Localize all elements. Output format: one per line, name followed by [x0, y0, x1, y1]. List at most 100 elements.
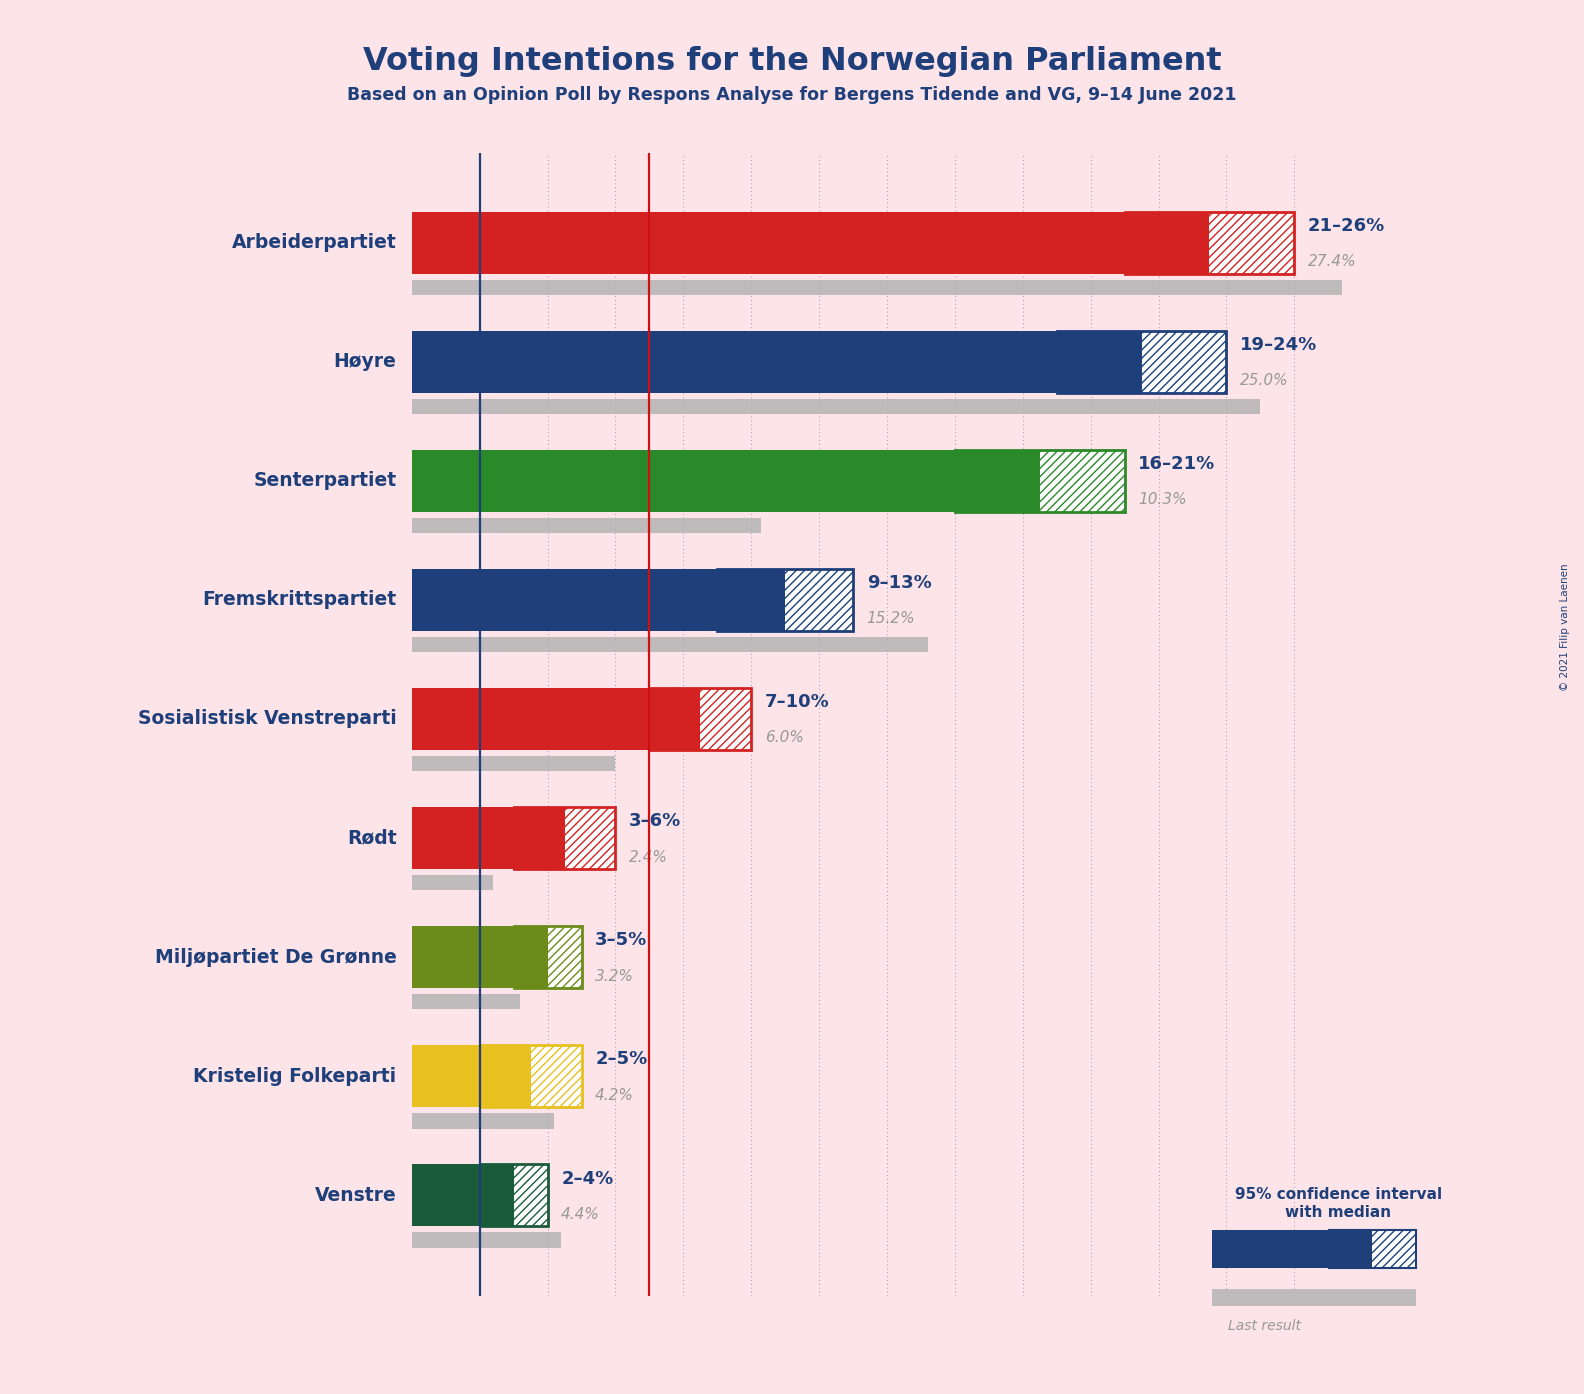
Bar: [412, 637, 928, 652]
Bar: [412, 807, 513, 868]
Bar: [412, 756, 616, 771]
Bar: [412, 280, 1342, 296]
Bar: [649, 689, 751, 750]
Text: 21–26%: 21–26%: [1308, 217, 1384, 236]
Bar: [1212, 1289, 1416, 1306]
Bar: [1142, 330, 1226, 393]
Text: 9–13%: 9–13%: [866, 574, 931, 592]
Bar: [955, 450, 1039, 512]
Bar: [649, 689, 700, 750]
Bar: [564, 807, 616, 868]
Text: Senterpartiet: Senterpartiet: [253, 471, 396, 491]
Text: 3–6%: 3–6%: [629, 813, 681, 831]
Text: Miljøpartiet De Grønne: Miljøpartiet De Grønne: [155, 948, 396, 966]
Text: Sosialistisk Venstreparti: Sosialistisk Venstreparti: [138, 710, 396, 729]
Bar: [718, 569, 854, 631]
Bar: [412, 212, 1125, 273]
Bar: [412, 569, 718, 631]
Bar: [548, 926, 581, 988]
Text: 7–10%: 7–10%: [765, 693, 830, 711]
Text: 95% confidence interval
with median: 95% confidence interval with median: [1236, 1188, 1441, 1220]
Bar: [513, 1164, 548, 1227]
Bar: [718, 569, 786, 631]
Bar: [531, 1046, 581, 1107]
Text: 27.4%: 27.4%: [1308, 254, 1356, 269]
Bar: [1125, 212, 1294, 273]
Bar: [412, 330, 1057, 393]
Bar: [513, 926, 581, 988]
Bar: [513, 1164, 548, 1227]
Bar: [1057, 330, 1226, 393]
Bar: [412, 1112, 554, 1129]
Text: Rødt: Rødt: [347, 828, 396, 848]
Bar: [1329, 1231, 1372, 1269]
Bar: [1210, 212, 1294, 273]
Text: 10.3%: 10.3%: [1139, 492, 1186, 507]
Bar: [700, 689, 751, 750]
Bar: [786, 569, 854, 631]
Text: 2.4%: 2.4%: [629, 849, 668, 864]
Bar: [1057, 330, 1142, 393]
Bar: [1329, 1231, 1416, 1269]
Bar: [1212, 1231, 1329, 1269]
Text: 6.0%: 6.0%: [765, 730, 803, 746]
Bar: [513, 926, 548, 988]
Text: Last result: Last result: [1228, 1319, 1300, 1333]
Bar: [1057, 330, 1142, 393]
Bar: [1329, 1231, 1372, 1269]
Bar: [1210, 212, 1294, 273]
Bar: [412, 875, 493, 891]
Bar: [786, 569, 854, 631]
Text: Based on an Opinion Poll by Respons Analyse for Bergens Tidende and VG, 9–14 Jun: Based on an Opinion Poll by Respons Anal…: [347, 86, 1237, 105]
Bar: [412, 1046, 480, 1107]
Text: Arbeiderpartiet: Arbeiderpartiet: [231, 233, 396, 252]
Text: 2–4%: 2–4%: [561, 1170, 613, 1188]
Bar: [1125, 212, 1210, 273]
Text: 2–5%: 2–5%: [596, 1051, 648, 1068]
Text: 4.2%: 4.2%: [596, 1087, 634, 1103]
Bar: [480, 1164, 548, 1227]
Bar: [513, 926, 548, 988]
Text: Venstre: Venstre: [315, 1186, 396, 1204]
Text: 3–5%: 3–5%: [596, 931, 648, 949]
Bar: [513, 807, 564, 868]
Bar: [480, 1046, 531, 1107]
Bar: [700, 689, 751, 750]
Text: Kristelig Folkeparti: Kristelig Folkeparti: [193, 1066, 396, 1086]
Text: 16–21%: 16–21%: [1139, 454, 1215, 473]
Bar: [513, 807, 616, 868]
Bar: [1372, 1231, 1416, 1269]
Bar: [548, 926, 581, 988]
Text: 3.2%: 3.2%: [596, 969, 634, 984]
Bar: [412, 1232, 561, 1248]
Bar: [649, 689, 700, 750]
Bar: [1039, 450, 1125, 512]
Text: 4.4%: 4.4%: [561, 1207, 600, 1221]
Text: 25.0%: 25.0%: [1240, 374, 1289, 389]
Text: 15.2%: 15.2%: [866, 612, 916, 626]
Text: Fremskrittspartiet: Fremskrittspartiet: [203, 590, 396, 609]
Bar: [955, 450, 1125, 512]
Bar: [531, 1046, 581, 1107]
Bar: [1125, 212, 1210, 273]
Text: Høyre: Høyre: [334, 353, 396, 371]
Bar: [412, 1164, 480, 1227]
Bar: [1372, 1231, 1416, 1269]
Bar: [480, 1046, 581, 1107]
Bar: [412, 994, 521, 1009]
Bar: [412, 689, 649, 750]
Text: 19–24%: 19–24%: [1240, 336, 1318, 354]
Bar: [412, 399, 1261, 414]
Bar: [412, 450, 955, 512]
Bar: [1142, 330, 1226, 393]
Bar: [513, 807, 564, 868]
Bar: [412, 926, 513, 988]
Bar: [480, 1164, 513, 1227]
Bar: [480, 1046, 531, 1107]
Text: Voting Intentions for the Norwegian Parliament: Voting Intentions for the Norwegian Parl…: [363, 46, 1221, 77]
Bar: [1039, 450, 1125, 512]
Bar: [480, 1164, 513, 1227]
Bar: [412, 517, 762, 533]
Text: © 2021 Filip van Laenen: © 2021 Filip van Laenen: [1560, 563, 1570, 691]
Bar: [564, 807, 616, 868]
